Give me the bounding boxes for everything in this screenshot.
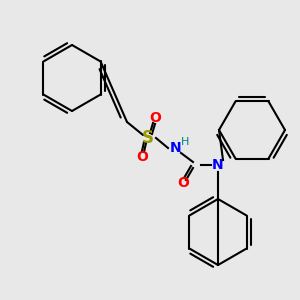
Text: N: N bbox=[170, 141, 182, 155]
Text: O: O bbox=[136, 150, 148, 164]
Text: O: O bbox=[177, 176, 189, 190]
Text: N: N bbox=[212, 158, 224, 172]
Text: O: O bbox=[149, 111, 161, 125]
Text: S: S bbox=[142, 129, 154, 147]
Text: H: H bbox=[181, 137, 189, 147]
